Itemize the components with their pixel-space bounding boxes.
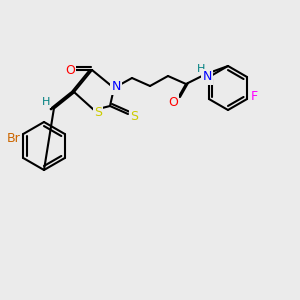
Text: O: O — [65, 64, 75, 76]
Text: H: H — [42, 97, 50, 107]
Text: N: N — [202, 70, 212, 83]
Text: S: S — [130, 110, 138, 122]
Text: Br: Br — [6, 131, 20, 145]
Text: N: N — [111, 80, 121, 94]
Text: O: O — [168, 95, 178, 109]
Text: S: S — [94, 106, 102, 119]
Text: F: F — [250, 91, 258, 103]
Text: H: H — [197, 64, 205, 74]
